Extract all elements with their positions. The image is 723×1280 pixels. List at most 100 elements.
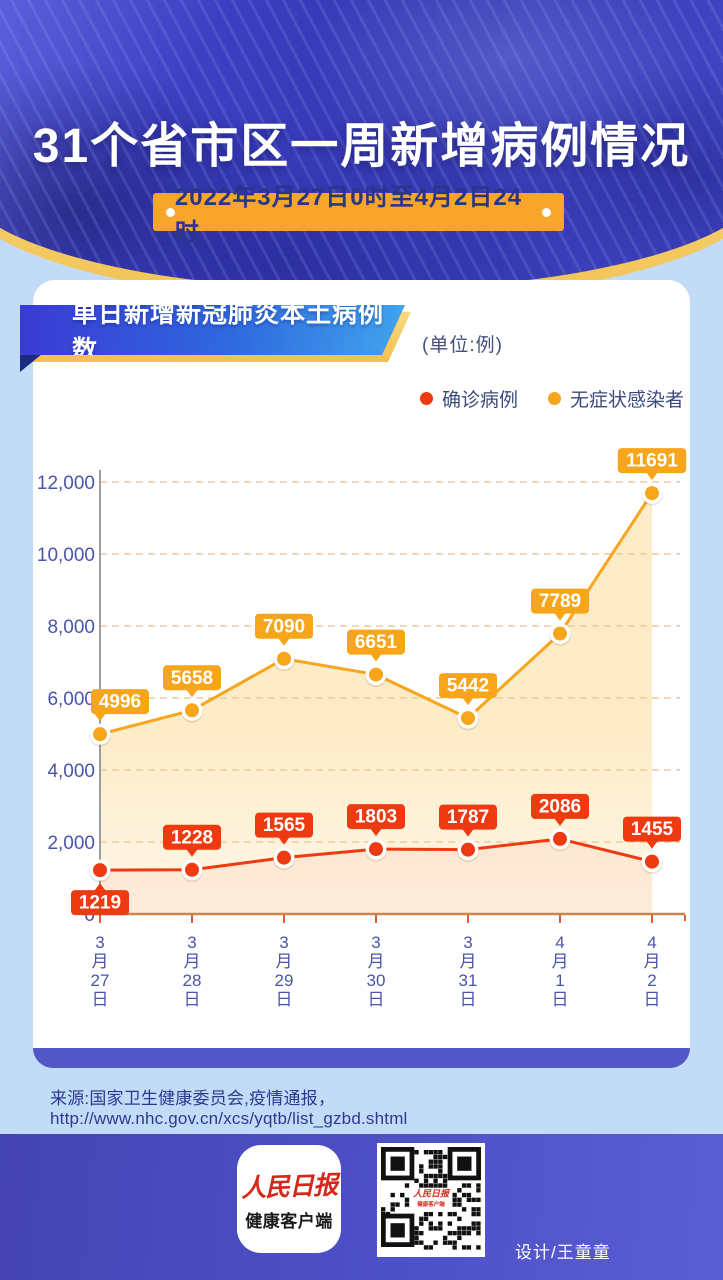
data-point — [645, 854, 659, 869]
badge-dot-left — [166, 207, 175, 217]
data-point — [645, 486, 659, 501]
value-badge — [347, 629, 405, 655]
header-photo-background — [0, 0, 723, 290]
value-badge-text: 2086 — [539, 796, 581, 817]
value-badge — [439, 673, 497, 699]
legend-item-0: 确诊病例 — [420, 385, 518, 412]
date-range-text: 2022年3月27日0时至4月2日24时 — [174, 184, 523, 246]
value-badge-pointer — [462, 828, 474, 837]
y-axis-tick-label: 2,000 — [47, 833, 95, 854]
value-badge — [71, 890, 129, 916]
value-badge — [255, 613, 313, 639]
y-axis-tick-label: 12,000 — [37, 473, 95, 494]
y-axis-tick-label: 8,000 — [47, 617, 95, 638]
data-point — [369, 842, 383, 857]
value-badge-text: 1228 — [171, 827, 213, 848]
data-point — [93, 727, 107, 742]
data-point — [369, 667, 383, 682]
data-point — [93, 863, 107, 878]
value-badge-pointer — [94, 713, 106, 722]
data-point — [185, 862, 199, 877]
value-badge-text: 1565 — [263, 815, 306, 836]
value-badge-pointer — [462, 697, 474, 706]
y-axis-tick-label: 10,000 — [37, 545, 95, 566]
value-badge-text: 1787 — [447, 807, 489, 828]
svg-text:健康客户端: 健康客户端 — [417, 1200, 445, 1208]
line-chart: 0 2,000 4,000 6,000 8,000 10,000 12,000 3 月 27 日 3 月… — [37, 448, 687, 1009]
data-point — [553, 831, 567, 846]
x-axis-label: 3 月 28 日 — [183, 933, 202, 1009]
badge-dot-right — [542, 207, 551, 217]
logo-subtitle: 健康客户端 — [245, 1211, 333, 1231]
chart-panel-bottom-bar — [33, 1048, 690, 1068]
date-range-badge: 2022年3月27日0时至4月2日24时 — [153, 184, 564, 246]
legend-swatch-icon — [420, 392, 433, 405]
value-badge — [163, 824, 221, 850]
value-badge-pointer — [94, 883, 106, 892]
value-badge-text: 7789 — [539, 591, 581, 612]
value-badge-pointer — [278, 637, 290, 646]
value-badge-text: 1455 — [631, 819, 674, 840]
value-badge-pointer — [554, 817, 566, 826]
svg-text:人民日报: 人民日报 — [413, 1189, 451, 1200]
data-point — [277, 651, 291, 666]
value-badge — [163, 665, 221, 691]
confirmed-area — [100, 838, 652, 914]
data-point — [461, 842, 475, 857]
peoples-daily-logo: 人民日报 健康客户端 — [237, 1145, 341, 1253]
data-point — [185, 703, 199, 718]
value-badge-text: 1803 — [355, 807, 397, 828]
value-badge-pointer — [646, 840, 658, 849]
value-badge — [91, 689, 149, 715]
asymptomatic-area — [100, 493, 652, 914]
x-axis-label: 3 月 29 日 — [275, 933, 294, 1009]
y-axis-tick-label: 0 — [84, 905, 95, 926]
value-badge — [617, 448, 687, 474]
value-badge — [255, 812, 313, 838]
value-badge-text: 11691 — [626, 451, 678, 472]
value-badge — [623, 816, 681, 842]
data-point — [461, 711, 475, 726]
footer: 人民日报 健康客户端 人民日报 健康客户端 设计/王童童 — [0, 1134, 723, 1280]
chart-legend: 确诊病例 无症状感染者 — [420, 385, 684, 412]
value-badge-pointer — [186, 848, 198, 857]
value-badge-text: 6651 — [355, 632, 398, 653]
value-badge-text: 5442 — [447, 676, 489, 697]
value-badge-text: 1219 — [79, 893, 121, 914]
value-badge-text: 7090 — [263, 616, 305, 637]
y-axis-tick-label: 4,000 — [47, 761, 95, 782]
value-badge — [531, 793, 589, 819]
legend-item-1: 无症状感染者 — [548, 385, 684, 412]
y-axis-tick-label: 6,000 — [47, 689, 95, 710]
legend-label: 确诊病例 — [442, 390, 519, 411]
x-axis-label: 3 月 27 日 — [91, 933, 110, 1009]
x-axis-label: 3 月 31 日 — [459, 933, 478, 1009]
value-badge-pointer — [186, 689, 198, 698]
page-title: 31个省市区一周新增病例情况 — [32, 120, 691, 173]
value-badge-pointer — [370, 828, 382, 837]
value-badge-pointer — [554, 612, 566, 621]
value-badge — [347, 804, 405, 830]
designer-credit: 设计/王童童 — [515, 1243, 611, 1262]
legend-swatch-icon — [548, 392, 562, 405]
value-badge-pointer — [370, 653, 382, 662]
source-text: 来源:国家卫生健康委员会,疫情通报，http://www.nhc.gov.cn/… — [50, 1089, 408, 1128]
value-badge-pointer — [278, 836, 290, 845]
value-badge-text: 4996 — [99, 692, 141, 713]
value-badge-text: 5658 — [171, 668, 213, 689]
chart-title-ribbon: 单日新增新冠肺炎本土病例数 — [20, 305, 405, 355]
logo-title: 人民日报 — [240, 1169, 338, 1203]
qr-code: 人民日报 健康客户端 — [377, 1143, 485, 1257]
x-axis-label: 3 月 30 日 — [367, 933, 386, 1009]
value-badge-pointer — [646, 472, 658, 481]
data-point — [553, 626, 567, 641]
value-badge — [439, 804, 497, 830]
legend-label: 无症状感染者 — [570, 390, 685, 411]
data-point — [277, 850, 291, 865]
unit-label: (单位:例) — [422, 335, 503, 356]
value-badge — [531, 588, 589, 614]
